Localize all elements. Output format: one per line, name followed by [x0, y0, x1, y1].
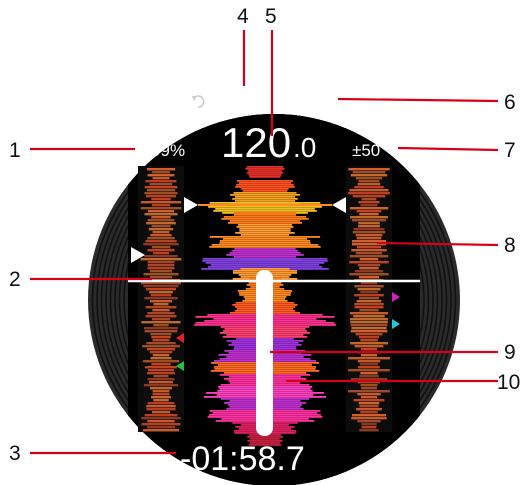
- remaining-time: -01:58.7: [180, 440, 305, 478]
- triangle-marker-icon: [184, 197, 198, 213]
- callout-2: 2: [9, 268, 21, 291]
- callout-9: 9: [504, 341, 516, 364]
- bpm-integer: 120: [221, 119, 291, 166]
- triangle-marker-icon: [332, 197, 346, 213]
- left-overview-waveform: [131, 166, 184, 432]
- cue-marker-icon: [176, 333, 184, 343]
- position-bar: [256, 270, 273, 436]
- callout-10: 10: [497, 371, 520, 394]
- callout-5: 5: [265, 5, 277, 28]
- triangle-marker-icon: [131, 247, 145, 263]
- right-overview-waveform: [346, 166, 400, 432]
- callout-3: 3: [9, 442, 21, 465]
- cue-marker-icon: [392, 292, 400, 302]
- cue-marker-icon: [392, 319, 400, 329]
- bpm-decimal: .0: [293, 132, 316, 163]
- callout-1: 1: [9, 139, 21, 162]
- callout-lines: [30, 30, 499, 455]
- callout-4: 4: [237, 5, 249, 28]
- tempo-range-right: ±50: [352, 141, 380, 160]
- callout-8: 8: [504, 234, 516, 257]
- cue-marker-icon: [176, 361, 184, 371]
- loop-icon: [192, 95, 205, 108]
- key-value: F#m: [278, 90, 318, 112]
- pitch-range-left: ± 99%: [137, 141, 185, 160]
- callout-7: 7: [504, 139, 516, 162]
- loop-value: 1/32: [209, 90, 248, 112]
- callout-6: 6: [504, 91, 516, 114]
